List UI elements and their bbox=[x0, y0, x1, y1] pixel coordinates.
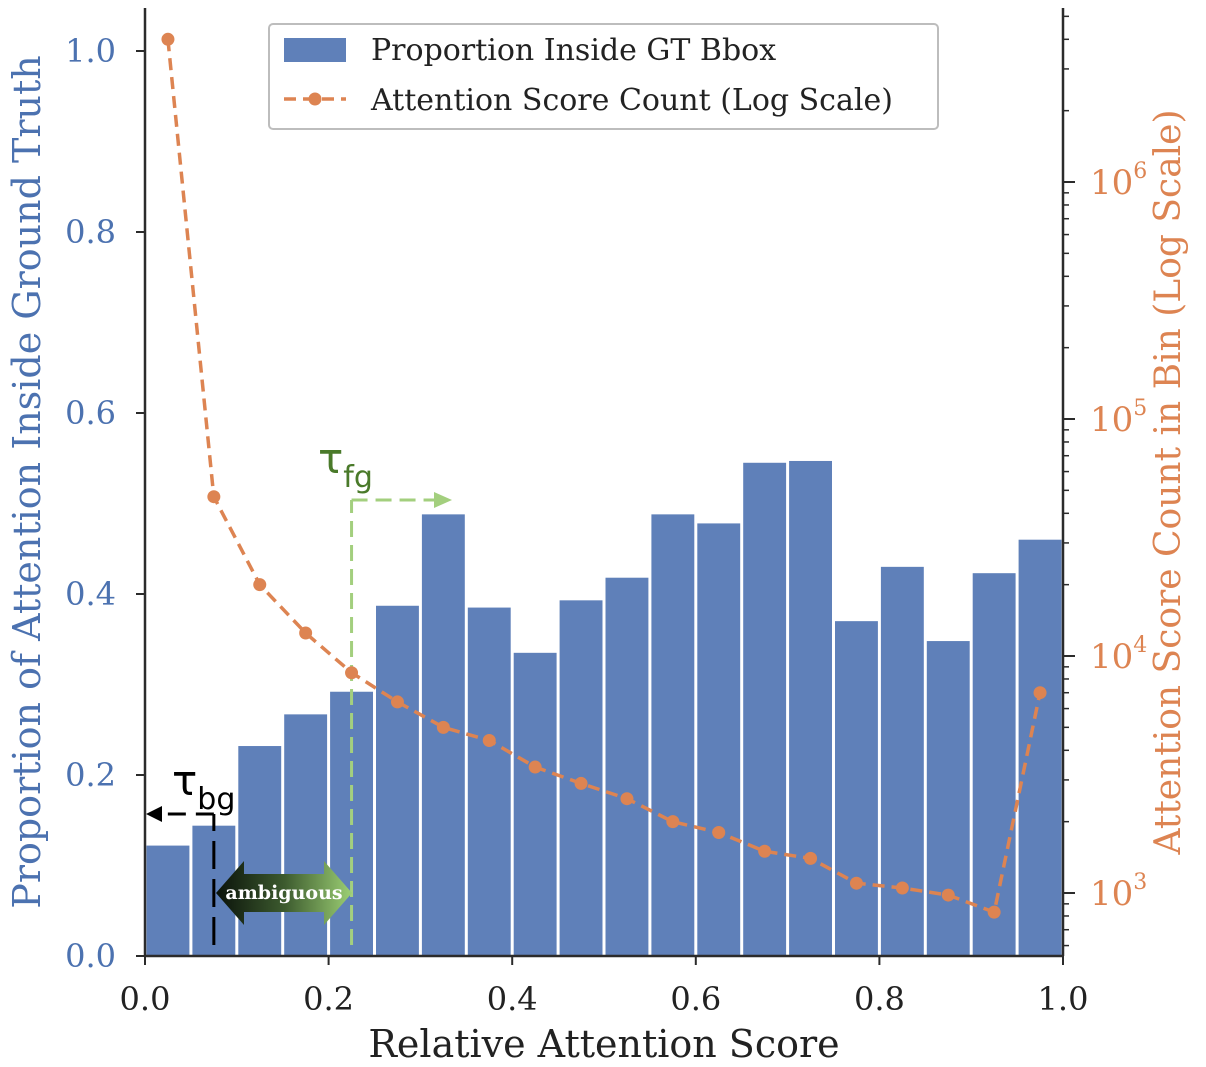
bar bbox=[284, 714, 328, 956]
count-point bbox=[345, 666, 359, 680]
count-point bbox=[390, 695, 404, 709]
y-left-axis-label: Proportion of Attention Inside Ground Tr… bbox=[5, 55, 49, 909]
bar bbox=[605, 577, 649, 956]
line-series bbox=[161, 32, 1047, 919]
bar bbox=[146, 845, 190, 956]
tick-base: 10 bbox=[1090, 874, 1133, 914]
x-tick-label: 0.0 bbox=[120, 980, 171, 1018]
count-point bbox=[299, 626, 313, 640]
bar bbox=[926, 641, 970, 956]
count-point bbox=[666, 815, 680, 829]
x-tick-label: 0.8 bbox=[854, 980, 905, 1018]
bar bbox=[743, 462, 787, 956]
legend: Proportion Inside GT Bbox Attention Score… bbox=[268, 23, 939, 130]
tick-exponent: 5 bbox=[1133, 396, 1147, 421]
y-right-tick-label: 104 bbox=[1090, 633, 1147, 677]
y-right-axis-label: Attention Score Count in Bin (Log Scale) bbox=[1148, 109, 1189, 855]
tau-fg-label: τfg bbox=[318, 434, 373, 495]
tick-base: 10 bbox=[1090, 400, 1133, 440]
count-point bbox=[620, 792, 634, 806]
count-point bbox=[207, 490, 221, 504]
x-tick-label: 0.4 bbox=[487, 980, 538, 1018]
bar bbox=[513, 652, 557, 956]
bar bbox=[238, 746, 282, 956]
count-point bbox=[528, 760, 542, 774]
count-point bbox=[482, 734, 496, 748]
x-tick-label: 1.0 bbox=[1038, 980, 1089, 1018]
count-point bbox=[161, 32, 175, 46]
tau-subscript: bg bbox=[197, 782, 235, 817]
tau-subscript: fg bbox=[343, 460, 373, 495]
bar bbox=[421, 514, 465, 956]
bar bbox=[651, 514, 695, 956]
count-point bbox=[712, 826, 726, 840]
x-axis-label: Relative Attention Score bbox=[368, 1022, 839, 1066]
legend-label-bars: Proportion Inside GT Bbox bbox=[371, 33, 776, 68]
count-point bbox=[987, 905, 1001, 919]
legend-box bbox=[268, 23, 939, 130]
tau-fg-arrow-head bbox=[434, 492, 452, 508]
count-point bbox=[941, 888, 955, 902]
y-left-tick-label: 0.4 bbox=[65, 575, 116, 613]
y-left-tick-label: 0.6 bbox=[65, 394, 116, 432]
y-right-tick-label: 106 bbox=[1090, 159, 1147, 203]
bar bbox=[1018, 539, 1062, 956]
y-left-tick-label: 0.2 bbox=[65, 756, 116, 794]
count-point bbox=[253, 578, 267, 592]
bar bbox=[789, 460, 832, 956]
tau-symbol: τ bbox=[172, 756, 197, 805]
tau-bg-label: τbg bbox=[172, 756, 235, 817]
count-point bbox=[758, 844, 772, 858]
count-line bbox=[166, 39, 1042, 915]
axes: 0.0 0.2 0.4 0.6 0.8 1.0 Relative Attention Sco… bbox=[5, 8, 1189, 1066]
count-point bbox=[804, 851, 818, 865]
y-left-tick-label: 0.0 bbox=[65, 937, 116, 975]
ambiguous-arrow bbox=[216, 861, 352, 925]
ambiguous-label: ambiguous bbox=[225, 882, 342, 904]
bar bbox=[835, 621, 878, 956]
bar bbox=[972, 573, 1016, 956]
y-right-tick-label: 103 bbox=[1090, 870, 1147, 914]
legend-label-line: Attention Score Count (Log Scale) bbox=[370, 83, 893, 118]
count-point bbox=[436, 720, 450, 734]
x-tick-label: 0.2 bbox=[303, 980, 354, 1018]
y-right-tick-label: 105 bbox=[1090, 396, 1147, 440]
bar bbox=[880, 566, 924, 956]
legend-bar-swatch bbox=[284, 38, 346, 62]
count-point bbox=[849, 876, 863, 890]
count-point bbox=[895, 881, 909, 895]
tau-symbol: τ bbox=[318, 434, 343, 483]
x-tick-label: 0.6 bbox=[670, 980, 721, 1018]
tick-base: 10 bbox=[1090, 163, 1133, 203]
bar bbox=[376, 605, 419, 956]
count-point bbox=[574, 776, 588, 790]
bar bbox=[697, 523, 741, 956]
tau-bg-arrow-head bbox=[146, 806, 162, 822]
tick-exponent: 3 bbox=[1133, 870, 1147, 895]
legend-line-marker bbox=[308, 92, 322, 106]
count-point bbox=[1033, 686, 1047, 700]
y-left-tick-label: 1.0 bbox=[65, 32, 116, 70]
tick-exponent: 4 bbox=[1133, 633, 1147, 658]
bar bbox=[467, 607, 511, 956]
y-left-tick-label: 0.8 bbox=[65, 213, 116, 251]
threshold-annotations: ambiguous bbox=[146, 492, 452, 945]
tick-exponent: 6 bbox=[1133, 159, 1147, 184]
tick-base: 10 bbox=[1090, 637, 1133, 677]
